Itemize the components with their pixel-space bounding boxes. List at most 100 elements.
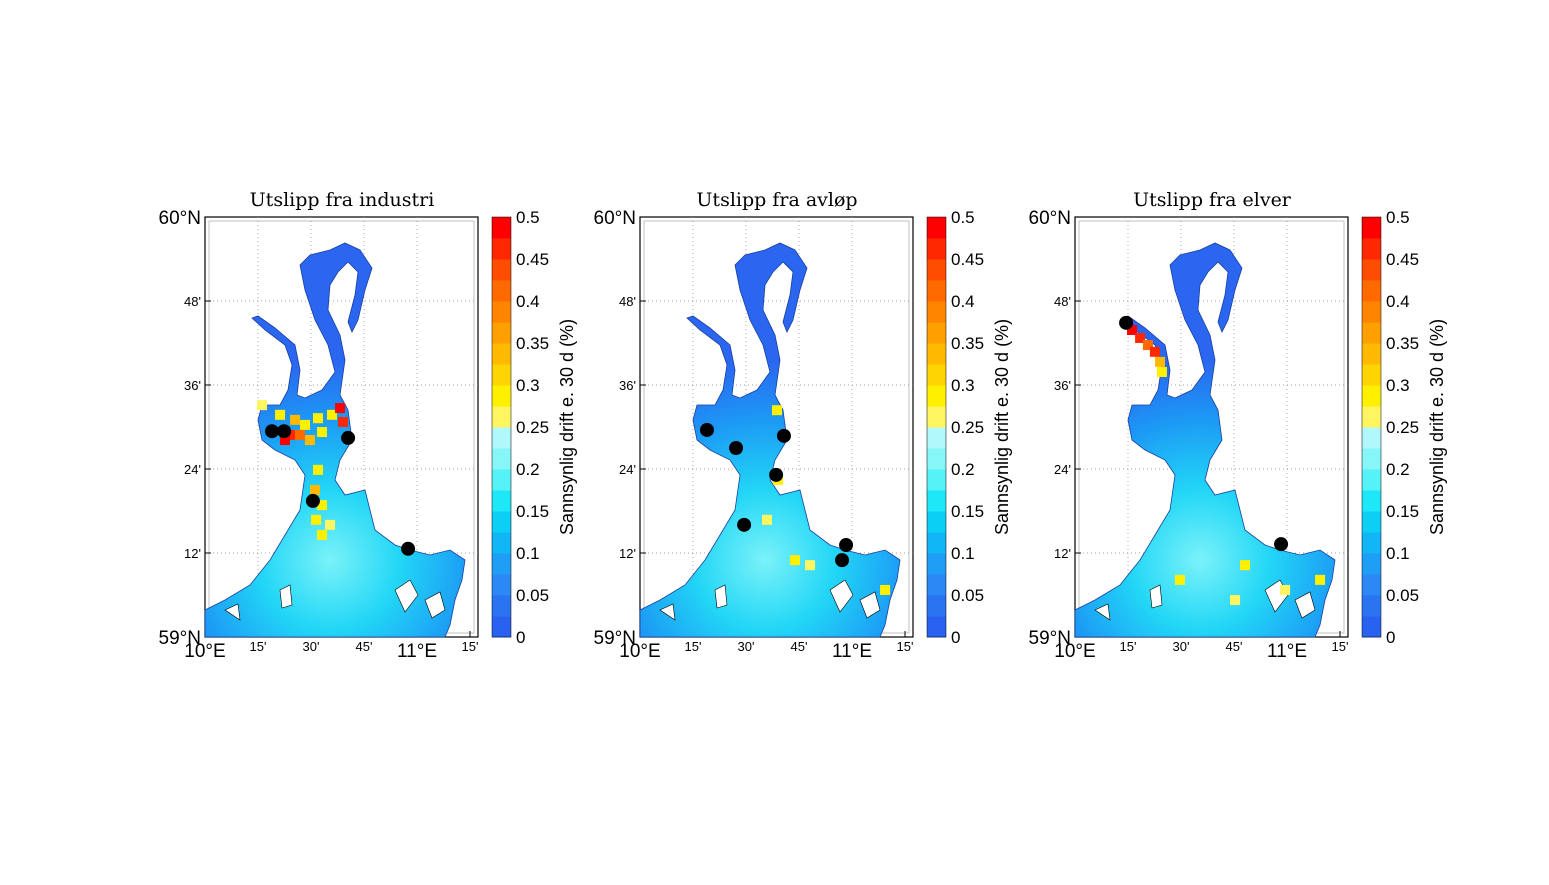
release-point-marker — [776, 428, 791, 443]
x-tick-label: 15' — [462, 639, 479, 654]
y-tick-label: 60°N — [159, 208, 201, 229]
colorbar-segment — [1362, 343, 1381, 365]
heatmap-cell — [880, 584, 891, 595]
release-point-marker — [729, 441, 744, 455]
x-tick-label: 15' — [1120, 639, 1137, 654]
colorbar-segment — [1362, 364, 1381, 386]
x-tick-label: 45' — [1226, 639, 1243, 654]
heatmap-cell — [294, 429, 305, 440]
colorbar-segment — [492, 406, 511, 428]
colorbar-tick-label: 0.1 — [951, 544, 975, 563]
y-tick-label: 12' — [619, 546, 636, 561]
release-point-marker — [737, 517, 752, 532]
y-tick-label: 48' — [184, 294, 201, 309]
heatmap-cell — [312, 413, 323, 424]
colorbar-tick-label: 0.2 — [951, 460, 975, 479]
colorbar-segment — [492, 616, 511, 638]
colorbar-segment — [1362, 553, 1381, 575]
colorbar-tick-label: 0.1 — [1386, 544, 1410, 563]
colorbar-segment — [492, 385, 511, 407]
colorbar-tick-label: 0.45 — [516, 250, 549, 269]
colorbar-segment — [927, 217, 946, 239]
colorbar-tick-label: 0.3 — [516, 376, 540, 395]
heatmap-cell — [1315, 574, 1326, 585]
colorbar-tick-label: 0 — [951, 628, 960, 647]
x-tick-label: 10°E — [184, 641, 225, 662]
y-tick-label: 24' — [619, 462, 636, 477]
colorbar-segment — [927, 322, 946, 344]
colorbar-segment — [1362, 427, 1381, 449]
x-tick-label: 10°E — [619, 641, 660, 662]
release-point-marker — [699, 422, 714, 437]
colorbar-segment — [492, 595, 511, 617]
panel-title: Utslipp fra elver — [1133, 189, 1292, 211]
colorbar-segment — [1362, 217, 1381, 239]
colorbar-segment — [1362, 385, 1381, 407]
colorbar-segment — [927, 469, 946, 491]
colorbar-segment — [1362, 490, 1381, 512]
colorbar-segment — [927, 385, 946, 407]
heatmap-cell — [326, 409, 337, 420]
x-tick-label: 30' — [738, 639, 755, 654]
heatmap-cell — [805, 560, 816, 571]
colorbar-segment — [1362, 448, 1381, 470]
colorbar-segment — [1362, 280, 1381, 302]
colorbar-segment — [492, 574, 511, 596]
heatmap-cell — [279, 435, 290, 446]
colorbar-tick-label: 0.15 — [516, 502, 549, 521]
colorbar-segment — [492, 490, 511, 512]
colorbar-segment — [927, 259, 946, 281]
release-point-marker — [835, 553, 850, 568]
y-tick-label: 24' — [184, 462, 201, 477]
panel-title: Utslipp fra avløp — [696, 189, 857, 211]
colorbar-segment — [492, 532, 511, 554]
colorbar-segment — [927, 532, 946, 554]
release-point-marker — [769, 467, 784, 482]
x-tick-label: 30' — [303, 639, 320, 654]
x-tick-label: 15' — [1332, 639, 1349, 654]
heatmap-cell — [1127, 324, 1138, 335]
x-tick-label: 11°E — [832, 641, 872, 662]
heatmap-cell — [1135, 332, 1146, 343]
colorbar-tick-label: 0.25 — [516, 418, 549, 437]
colorbar-segment — [927, 511, 946, 533]
heatmap-cell — [338, 416, 349, 427]
colorbar-segment — [927, 238, 946, 260]
colorbar-tick-label: 0 — [1386, 628, 1395, 647]
colorbar-segment — [492, 280, 511, 302]
colorbar-segment — [927, 616, 946, 638]
colorbar-segment — [1362, 574, 1381, 596]
heatmap-cell — [317, 500, 328, 511]
colorbar-tick-label: 0.15 — [951, 502, 984, 521]
colorbar-segment — [492, 364, 511, 386]
release-point-marker — [264, 424, 279, 439]
x-tick-label: 30' — [1173, 639, 1190, 654]
y-tick-label: 59°N — [1029, 628, 1071, 649]
y-tick-label: 36' — [1054, 378, 1071, 393]
colorbar-segment — [492, 301, 511, 323]
y-tick-label: 48' — [619, 294, 636, 309]
heatmap-cell — [1155, 356, 1166, 367]
heatmap-cell — [335, 403, 346, 414]
y-tick-label: 60°N — [594, 208, 636, 229]
colorbar-tick-label: 0 — [516, 628, 525, 647]
x-tick-label: 11°E — [1267, 641, 1307, 662]
colorbar-tick-label: 0.4 — [951, 292, 975, 311]
colorbar-tick-label: 0.25 — [1386, 418, 1419, 437]
colorbar-segment — [492, 448, 511, 470]
map-panel: Utslipp fra avløp 10°E 15' 30' 45' 11°E 15' 59°… — [594, 189, 1012, 662]
colorbar-segment — [492, 259, 511, 281]
release-point-marker — [1119, 315, 1134, 330]
heatmap-cell — [317, 427, 328, 438]
colorbar-segment — [1362, 406, 1381, 428]
colorbar-frame — [1361, 216, 1382, 638]
colorbar-segment — [1362, 322, 1381, 344]
colorbar-segment — [492, 469, 511, 491]
colorbar-segment — [1362, 301, 1381, 323]
colorbar-segment — [492, 553, 511, 575]
heatmap-cell — [1280, 584, 1291, 595]
colorbar-segment — [927, 490, 946, 512]
heatmap-cell — [312, 464, 323, 475]
colorbar-frame — [491, 216, 512, 638]
